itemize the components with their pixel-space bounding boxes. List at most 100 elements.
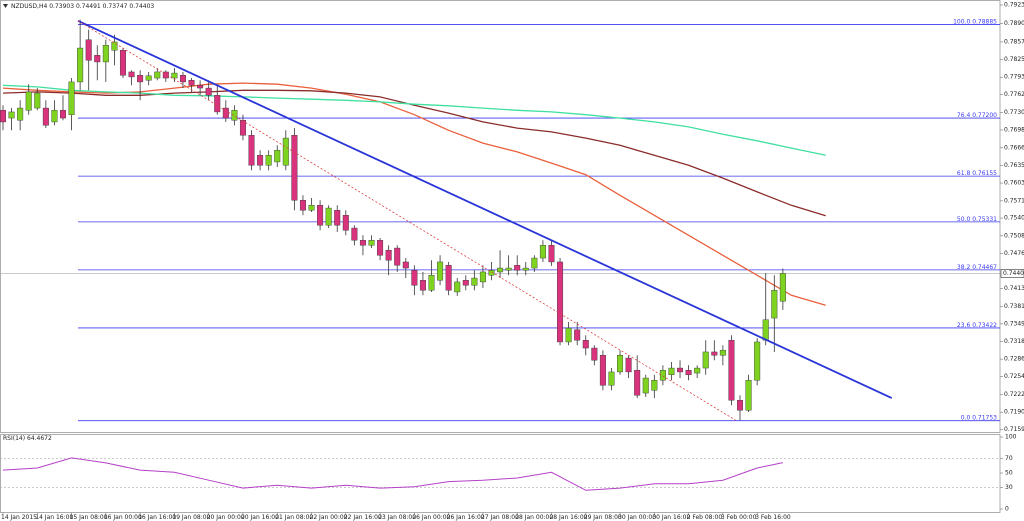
fib-ratio: 76.4: [957, 112, 971, 119]
fib-ratio: 50.0: [957, 215, 971, 222]
candle-body: [617, 355, 624, 373]
candle-body: [59, 110, 66, 119]
open: 0.73903: [49, 3, 74, 10]
x-tick-label: 16 Jan 16:00: [138, 514, 176, 521]
candle-body: [85, 39, 92, 61]
high: 0.74491: [76, 3, 101, 10]
y-tick-label: 0.72225: [1004, 391, 1024, 398]
rsi-tick-label: 50: [1005, 470, 1013, 477]
candle-body: [359, 240, 366, 246]
y-tick-label: 0.71590: [1004, 426, 1024, 433]
x-tick-label: 15 Jan 08:00: [70, 514, 108, 521]
candle-body: [119, 50, 126, 76]
x-tick-label: 29 Jan 08:00: [584, 514, 622, 521]
x-tick-label: 28 Jan 16:00: [549, 514, 587, 521]
candle-body: [51, 110, 58, 123]
candle-body: [179, 75, 186, 83]
candle-body: [34, 92, 41, 109]
fib-price: 0.76155: [972, 170, 997, 177]
y-tick-label: 0.74765: [1004, 250, 1024, 257]
candle-body: [522, 267, 529, 271]
candle-body: [488, 270, 495, 276]
candle-body: [479, 271, 486, 283]
candle-body: [668, 367, 675, 375]
candle-body: [171, 72, 178, 79]
fib-label: 0.0 0.71753: [961, 414, 997, 421]
candle-body: [102, 45, 109, 63]
candle-body: [248, 135, 255, 166]
fib-label: 76.4 0.77200: [957, 112, 997, 119]
candle-body: [222, 107, 229, 119]
candle-body: [728, 340, 735, 401]
rsi-panel: [0, 434, 1001, 513]
candle-body: [702, 351, 709, 369]
y-tick-label: 0.73495: [1004, 320, 1024, 327]
candle-body: [154, 71, 161, 79]
candle-body: [539, 245, 546, 259]
candle-body: [591, 347, 598, 361]
candle-body: [745, 380, 752, 411]
rsi-tick-label: 30: [1005, 484, 1013, 491]
x-tick-label: 23 Jan 08:00: [378, 514, 416, 521]
candle-body: [351, 227, 358, 241]
menu-arrow[interactable]: [3, 4, 8, 8]
candle-body: [299, 200, 306, 211]
candle-body: [239, 120, 246, 136]
candle-body: [111, 41, 118, 51]
x-tick-label: 22 Jan 16:00: [344, 514, 382, 521]
candle-body: [42, 107, 49, 126]
candle-body: [419, 280, 426, 291]
y-tick-label: 0.76665: [1004, 144, 1024, 151]
x-tick-label: 14 Jan 2015: [1, 514, 37, 521]
candle-body: [771, 290, 778, 319]
close: 0.74403: [129, 3, 154, 10]
candle-body: [608, 371, 615, 386]
x-tick-label: 20 Jan 00:00: [207, 514, 245, 521]
candle-body: [77, 47, 84, 83]
main-panel: [0, 0, 1001, 433]
candle-body: [137, 75, 144, 83]
last-price-label: 0.74403: [1003, 270, 1024, 277]
fib-price: 0.77200: [972, 112, 997, 119]
fib-price: 0.71753: [972, 414, 997, 421]
x-tick-label: 19 Jan 08:00: [172, 514, 210, 521]
x-tick-label: 14 Jan 16:00: [35, 514, 73, 521]
x-tick-label: 26 Jan 00:00: [412, 514, 450, 521]
fib-ratio: 0.0: [961, 414, 971, 421]
candle-body: [145, 75, 152, 81]
fib-label: 100.0 0.78885: [953, 18, 997, 25]
x-tick-label: 20 Jan 16:00: [241, 514, 279, 521]
candle-body: [197, 85, 204, 89]
candle-body: [377, 240, 384, 256]
fib-price: 0.75331: [972, 215, 997, 222]
candle-body: [779, 273, 786, 302]
y-tick-label: 0.76985: [1004, 127, 1024, 134]
x-tick-label: 26 Jan 16:00: [447, 514, 485, 521]
candle-body: [599, 355, 606, 386]
fib-ratio: 23.6: [957, 321, 971, 328]
candle-body: [128, 71, 135, 78]
candle-body: [737, 400, 744, 411]
x-tick-label: 3 Feb 00:00: [721, 514, 757, 521]
candle-body: [462, 280, 469, 286]
candle-body: [471, 277, 478, 286]
candle-body: [694, 367, 701, 374]
fib-ratio: 61.8: [957, 170, 971, 177]
candle-body: [402, 261, 409, 269]
fib-ratio: 38.2: [957, 263, 971, 270]
candle-body: [308, 205, 315, 211]
candle-body: [8, 111, 15, 119]
y-tick-label: 0.72545: [1004, 373, 1024, 380]
symbol: NZDUSD,H4: [11, 3, 47, 10]
fib-price: 0.73422: [972, 321, 997, 328]
fib-price: 0.74467: [972, 263, 997, 270]
